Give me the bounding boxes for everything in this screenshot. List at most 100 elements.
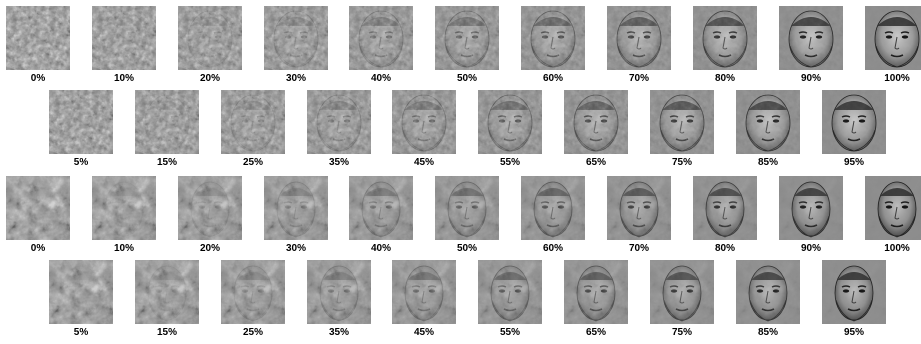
noise-level-label: 25% — [242, 157, 263, 168]
noise-level-label: 60% — [542, 73, 563, 84]
noise-level-label: 90% — [800, 243, 821, 254]
noise-level-label: 5% — [73, 157, 89, 168]
noise-level-label: 35% — [328, 327, 349, 338]
noisy-face-image — [822, 260, 886, 324]
noise-level-label: 80% — [714, 73, 735, 84]
noisy-face-image — [6, 176, 70, 240]
image-row: 5% 15% 25% — [0, 260, 921, 344]
noise-level-label: 75% — [671, 327, 692, 338]
noisy-face-image — [521, 6, 585, 70]
face-tile: 60% — [521, 176, 585, 260]
noise-level-label: 100% — [884, 243, 910, 254]
noisy-face-image — [221, 90, 285, 154]
face-tile: 20% — [178, 176, 242, 260]
face-tile: 0% — [6, 176, 70, 260]
face-tile: 45% — [392, 260, 456, 344]
face-tile: 65% — [564, 260, 628, 344]
noise-level-label: 45% — [413, 157, 434, 168]
noise-level-label: 40% — [370, 73, 391, 84]
face-tile: 15% — [135, 260, 199, 344]
noisy-face-image — [349, 6, 413, 70]
noise-level-label: 20% — [199, 243, 220, 254]
face-tile: 55% — [478, 90, 542, 174]
noisy-face-image — [779, 176, 843, 240]
face-tile: 25% — [221, 260, 285, 344]
face-tile: 5% — [49, 90, 113, 174]
noise-level-label: 15% — [156, 327, 177, 338]
face-tile: 85% — [736, 260, 800, 344]
noisy-face-image — [349, 176, 413, 240]
face-tile: 20% — [178, 6, 242, 90]
face-tile: 70% — [607, 176, 671, 260]
face-tile: 95% — [822, 260, 886, 344]
noisy-face-image — [92, 6, 156, 70]
face-tile: 25% — [221, 90, 285, 174]
noise-level-label: 20% — [199, 73, 220, 84]
noisy-face-image — [650, 260, 714, 324]
noise-level-label: 90% — [800, 73, 821, 84]
face-tile: 80% — [693, 176, 757, 260]
noise-level-label: 65% — [585, 327, 606, 338]
face-tile: 90% — [779, 176, 843, 260]
noise-level-label: 60% — [542, 243, 563, 254]
face-tile: 75% — [650, 260, 714, 344]
noisy-face-image — [49, 260, 113, 324]
noisy-face-image — [307, 260, 371, 324]
noisy-face-image — [435, 6, 499, 70]
noise-level-label: 5% — [73, 327, 89, 338]
noisy-face-image — [178, 6, 242, 70]
noise-level-label: 30% — [285, 73, 306, 84]
noisy-face-image — [392, 260, 456, 324]
face-tile: 60% — [521, 6, 585, 90]
face-tile: 65% — [564, 90, 628, 174]
noise-level-label: 70% — [628, 243, 649, 254]
image-row: 5% 15% 25% — [0, 90, 921, 174]
noisy-face-image — [6, 6, 70, 70]
noise-level-label: 95% — [843, 327, 864, 338]
noisy-face-image — [392, 90, 456, 154]
noisy-face-image — [822, 90, 886, 154]
face-tile: 30% — [264, 176, 328, 260]
noise-level-label: 85% — [757, 157, 778, 168]
noisy-face-image — [607, 176, 671, 240]
noisy-face-image — [221, 260, 285, 324]
noisy-face-image — [779, 6, 843, 70]
noise-level-label: 55% — [499, 157, 520, 168]
face-tile: 100% — [865, 6, 921, 90]
noise-level-label: 10% — [113, 73, 134, 84]
noisy-face-image — [564, 90, 628, 154]
noise-level-label: 40% — [370, 243, 391, 254]
noisy-face-image — [435, 176, 499, 240]
noise-level-label: 0% — [30, 243, 46, 254]
noisy-face-image — [264, 6, 328, 70]
noisy-face-image — [693, 6, 757, 70]
face-tile: 15% — [135, 90, 199, 174]
face-tile: 70% — [607, 6, 671, 90]
noise-level-label: 25% — [242, 327, 263, 338]
face-tile: 95% — [822, 90, 886, 174]
noisy-face-image — [478, 260, 542, 324]
face-tile: 100% — [865, 176, 921, 260]
noise-level-label: 0% — [30, 73, 46, 84]
image-row: 0% 10% 20% — [0, 176, 921, 260]
noisy-face-image — [650, 90, 714, 154]
face-tile: 40% — [349, 6, 413, 90]
noise-level-label: 85% — [757, 327, 778, 338]
noisy-face-image — [865, 176, 921, 240]
noise-level-label: 30% — [285, 243, 306, 254]
face-tile: 5% — [49, 260, 113, 344]
noisy-face-image — [92, 176, 156, 240]
noise-level-label: 65% — [585, 157, 606, 168]
noise-level-label: 75% — [671, 157, 692, 168]
noisy-face-image — [178, 176, 242, 240]
noise-level-label: 10% — [113, 243, 134, 254]
noise-level-label: 80% — [714, 243, 735, 254]
face-tile: 50% — [435, 6, 499, 90]
noisy-face-image — [693, 176, 757, 240]
face-tile: 75% — [650, 90, 714, 174]
noisy-face-image — [478, 90, 542, 154]
face-tile: 85% — [736, 90, 800, 174]
noisy-face-image — [736, 260, 800, 324]
noisy-face-image — [521, 176, 585, 240]
